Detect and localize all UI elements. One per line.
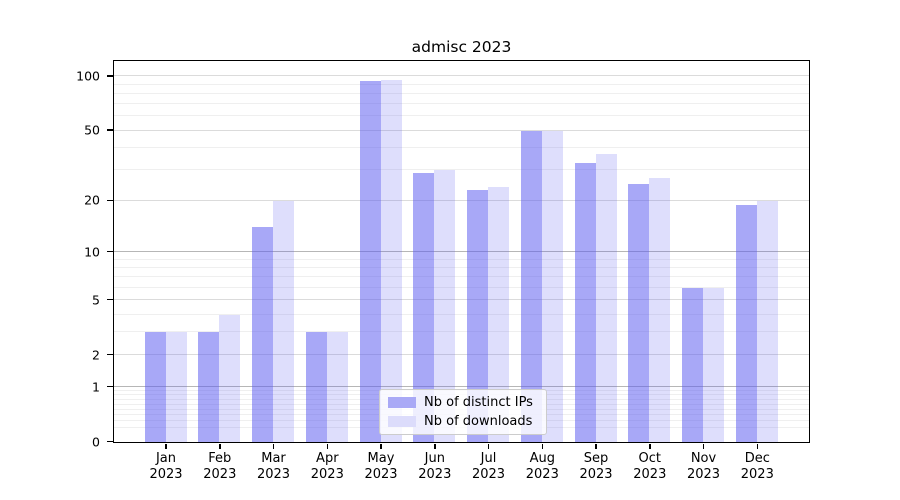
x-tick-mark: [702, 443, 705, 449]
y-tick-label: 5: [92, 292, 100, 307]
bar-distinct-ips: [735, 204, 757, 442]
gridline: [114, 331, 809, 333]
y-tick-mark: [107, 298, 113, 301]
legend-label-downloads: Nb of downloads: [424, 414, 533, 429]
bar-distinct-ips: [144, 332, 166, 442]
bar-downloads: [488, 186, 509, 442]
y-tick-mark: [107, 75, 113, 77]
bar-distinct-ips: [252, 227, 273, 442]
gridline: [114, 276, 809, 278]
x-tick-mark: [756, 443, 758, 449]
x-tick-label: Jul 2023: [471, 450, 506, 483]
y-tick-label: 50: [84, 122, 100, 138]
x-tick-mark: [487, 443, 490, 449]
x-tick-label: May 2023: [364, 450, 398, 483]
bars-layer: [114, 61, 809, 442]
y-tick-mark: [107, 199, 113, 201]
bar-downloads: [649, 178, 671, 442]
gridline: [114, 92, 809, 94]
x-tick-label: Feb 2023: [203, 450, 237, 483]
x-tick-mark: [272, 443, 275, 449]
bar-downloads: [703, 287, 724, 442]
bar-distinct-ips: [682, 287, 703, 442]
legend: Nb of distinct IPs Nb of downloads: [379, 389, 547, 435]
bar-downloads: [219, 314, 241, 442]
x-tick-label: Aug 2023: [525, 450, 559, 483]
y-tick-label: 20: [84, 192, 100, 208]
gridline: [114, 146, 809, 148]
legend-item-downloads: Nb of downloads: [388, 414, 538, 429]
gridline: [114, 251, 809, 252]
bar-distinct-ips: [467, 190, 488, 442]
gridline: [114, 115, 809, 117]
legend-item-distinct-ips: Nb of distinct IPs: [388, 395, 538, 410]
y-tick-label: 1: [92, 379, 100, 395]
x-tick-label: Sep 2023: [579, 450, 613, 483]
bar-distinct-ips: [198, 332, 220, 442]
gridline: [114, 286, 809, 288]
legend-label-distinct-ips: Nb of distinct IPs: [424, 395, 533, 410]
gridline: [114, 103, 809, 105]
bar-distinct-ips: [574, 162, 596, 442]
gridline: [114, 83, 809, 85]
x-tick-label: Oct 2023: [633, 450, 667, 483]
gridline: [114, 299, 809, 300]
plot-area: Nb of distinct IPs Nb of downloads: [113, 60, 810, 443]
bar-distinct-ips: [413, 172, 435, 442]
x-tick-mark: [219, 443, 221, 449]
bar-downloads: [434, 169, 456, 442]
x-tick-mark: [649, 443, 651, 449]
gridline: [114, 258, 809, 260]
x-tick-label: Apr 2023: [310, 450, 344, 483]
y-tick-mark: [107, 440, 113, 443]
bar-distinct-ips: [359, 81, 381, 442]
gridline: [114, 168, 809, 170]
x-tick-label: Dec 2023: [740, 450, 774, 483]
chart-title: admisc 2023: [411, 38, 512, 56]
bar-downloads: [380, 79, 402, 442]
bar-downloads: [595, 153, 617, 442]
x-tick-mark: [380, 443, 382, 449]
y-tick-mark: [107, 250, 113, 253]
x-tick-label: Nov 2023: [686, 450, 721, 483]
bar-downloads: [756, 200, 778, 442]
gridline: [114, 313, 809, 315]
gridline: [114, 266, 809, 268]
y-tick-mark: [107, 129, 113, 131]
y-tick-label: 10: [84, 244, 100, 259]
x-tick-mark: [165, 443, 167, 449]
x-tick-mark: [434, 443, 436, 449]
y-tick-mark: [107, 385, 113, 388]
gridline: [114, 75, 809, 77]
x-tick-label: Jun 2023: [418, 450, 452, 483]
y-tick-mark: [107, 353, 113, 356]
bar-distinct-ips: [628, 183, 650, 442]
y-tick-label: 0: [92, 434, 100, 449]
bar-downloads: [326, 332, 348, 442]
gridline: [114, 354, 809, 355]
x-tick-mark: [326, 443, 328, 449]
bar-distinct-ips: [305, 332, 327, 442]
y-tick-label: 2: [92, 347, 100, 362]
x-tick-label: Jan 2023: [149, 450, 183, 483]
x-tick-mark: [541, 443, 543, 449]
x-tick-mark: [595, 443, 597, 449]
x-tick-label: Mar 2023: [256, 450, 291, 483]
y-tick-label: 100: [76, 68, 100, 84]
bar-distinct-ips: [520, 130, 542, 442]
bar-downloads: [541, 130, 563, 442]
gridline: [114, 386, 809, 388]
bar-downloads: [165, 332, 187, 442]
bar-downloads: [273, 200, 294, 442]
gridline: [114, 129, 809, 131]
legend-swatch-downloads-icon: [388, 416, 416, 427]
legend-swatch-distinct-ips-icon: [388, 397, 416, 408]
gridline: [114, 199, 809, 201]
